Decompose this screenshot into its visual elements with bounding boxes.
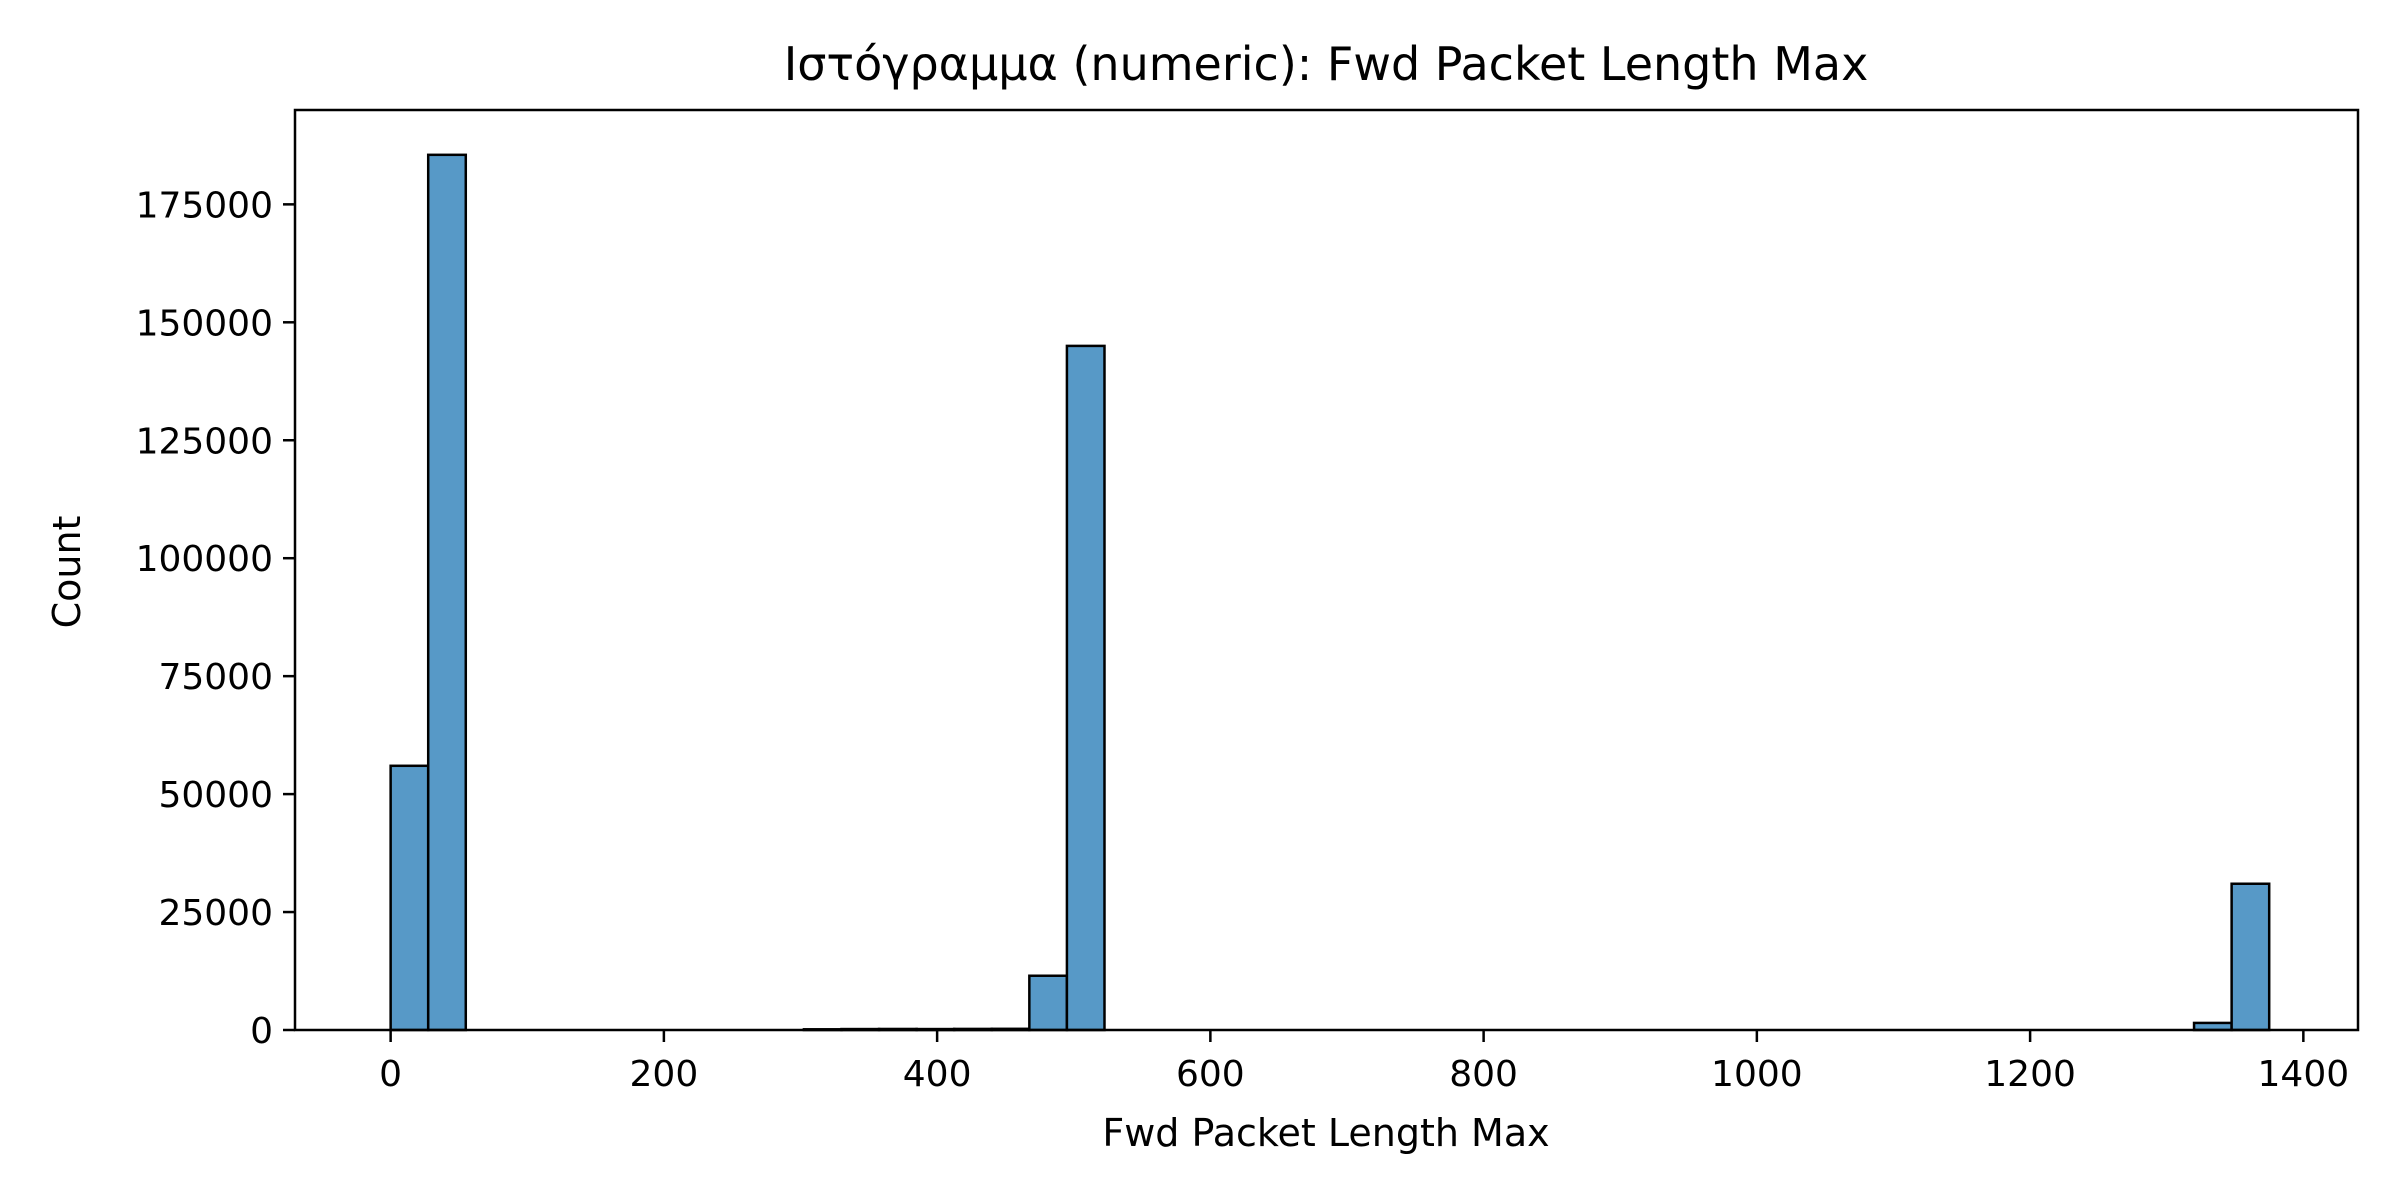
y-tick-label: 25000 [158, 893, 273, 934]
y-tick-label: 125000 [136, 421, 273, 462]
histogram-bar [426, 153, 468, 1032]
x-axis-label: Fwd Packet Length Max [1102, 1111, 1549, 1155]
x-tick-label: 1000 [1711, 1054, 1803, 1095]
y-tick-label: 0 [250, 1011, 273, 1052]
y-tick-label: 50000 [158, 775, 273, 816]
plot-frame [293, 108, 2360, 1032]
x-axis-ticks: 0 200 400 600 800 1000 1200 1400 [379, 1030, 2349, 1095]
histogram-bar [2230, 882, 2271, 1032]
y-tick-label: 100000 [136, 539, 273, 580]
histogram-bar [389, 764, 430, 1032]
bars-group [389, 153, 2271, 1032]
y-axis-ticks: 0 25000 50000 75000 100000 125000 150000 175000 [136, 185, 295, 1052]
x-tick-label: 400 [903, 1054, 972, 1095]
x-tick-label: 600 [1176, 1054, 1245, 1095]
x-tick-label: 0 [379, 1054, 402, 1095]
y-axis-label: Count [45, 516, 89, 629]
chart-title: Ιστόγραμμα (numeric): Fwd Packet Length … [784, 37, 1869, 91]
y-tick-label: 75000 [158, 657, 273, 698]
x-tick-label: 200 [630, 1054, 699, 1095]
y-tick-label: 175000 [136, 185, 273, 226]
y-tick-label: 150000 [136, 303, 273, 344]
x-tick-label: 800 [1449, 1054, 1518, 1095]
x-tick-label: 1200 [1984, 1054, 2076, 1095]
x-tick-label: 1400 [2258, 1054, 2350, 1095]
histogram-bar [1065, 344, 1106, 1032]
histogram-bar [1028, 974, 1069, 1032]
